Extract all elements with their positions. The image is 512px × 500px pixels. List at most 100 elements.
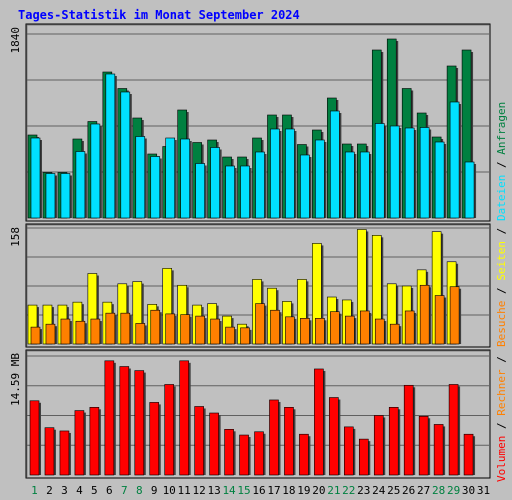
bar-volumen-day-26 [403, 384, 414, 476]
day-label-17: 17 [267, 484, 280, 497]
bar-besuche-day-7 [120, 312, 131, 345]
bar-volumen-day-24 [373, 415, 384, 476]
y-max-label: 14.59 MB [9, 353, 22, 406]
bar-volumen-day-20 [314, 368, 324, 476]
day-label-13: 13 [207, 484, 220, 497]
day-label-18: 18 [282, 484, 295, 497]
bar-besuche-day-8 [135, 323, 146, 345]
legend-item: Volumen [495, 436, 508, 482]
day-label-27: 27 [417, 484, 430, 497]
bar-dateien-day-10 [165, 137, 176, 219]
legend-item: / [495, 161, 508, 174]
bar-volumen-day-19 [299, 433, 309, 476]
bar-besuche-day-16 [255, 303, 265, 345]
bar-dateien-day-30 [464, 161, 475, 219]
bar-volumen-day-17 [269, 399, 279, 476]
bar-volumen-day-1 [29, 400, 40, 476]
bar-dateien-day-22 [345, 151, 355, 219]
bar-volumen-day-14 [224, 429, 234, 476]
bar-besuche-day-22 [345, 315, 355, 345]
legend-item: Dateien [495, 175, 508, 221]
bar-besuche-day-27 [419, 284, 430, 345]
bar-dateien-day-17 [270, 128, 280, 219]
bar-besuche-day-24 [374, 318, 385, 345]
bar-volumen-day-22 [344, 426, 354, 476]
day-label-28: 28 [432, 484, 445, 497]
legend-pages-visits: Besuche / Seiten / [495, 228, 508, 347]
y-max-label: 158 [9, 227, 22, 247]
day-label-24: 24 [372, 484, 386, 497]
bar-dateien-day-13 [210, 147, 220, 219]
y-max-label: 1840 [9, 27, 22, 54]
bar-dateien-day-26 [404, 127, 415, 219]
legend-item: / [495, 356, 508, 369]
bar-volumen-day-11 [179, 360, 189, 476]
day-label-5: 5 [91, 484, 98, 497]
bar-volumen-day-29 [448, 384, 459, 476]
bar-besuche-day-9 [150, 309, 161, 345]
legend-item: / [495, 287, 508, 300]
bar-dateien-day-1 [30, 137, 41, 219]
bar-besuche-day-25 [389, 323, 400, 345]
bar-besuche-day-20 [315, 318, 325, 345]
bar-besuche-day-6 [105, 312, 116, 345]
bar-besuche-day-17 [270, 309, 280, 345]
legend-item: Besuche [495, 301, 508, 347]
bar-dateien-day-24 [374, 123, 385, 219]
bar-dateien-day-20 [315, 139, 325, 219]
bar-besuche-day-26 [404, 310, 415, 345]
bar-besuche-day-13 [210, 318, 220, 345]
bar-volumen-day-28 [433, 424, 444, 476]
day-label-1: 1 [31, 484, 38, 497]
bar-besuche-day-14 [225, 326, 235, 345]
day-label-30: 30 [462, 484, 475, 497]
bar-besuche-day-29 [449, 286, 460, 345]
day-label-8: 8 [136, 484, 143, 497]
bar-volumen-day-10 [164, 384, 175, 476]
bar-volumen-day-23 [358, 438, 369, 476]
bar-dateien-day-16 [255, 151, 265, 219]
bar-volumen-day-16 [254, 431, 264, 476]
bar-volumen-day-30 [463, 433, 474, 476]
bar-dateien-day-21 [330, 110, 340, 219]
bar-volumen-day-7 [119, 366, 130, 476]
bar-dateien-day-27 [419, 127, 430, 219]
bar-dateien-day-6 [105, 73, 116, 219]
bar-dateien-day-19 [300, 154, 310, 219]
bar-dateien-day-3 [60, 173, 71, 219]
bar-besuche-day-3 [60, 318, 71, 345]
series-dateien [30, 73, 477, 219]
bar-volumen-day-21 [329, 397, 339, 476]
legend-item: / [495, 422, 508, 435]
bar-dateien-day-15 [240, 165, 250, 219]
bar-besuche-day-23 [359, 310, 370, 345]
bar-dateien-day-12 [195, 163, 205, 219]
day-label-2: 2 [46, 484, 53, 497]
panel-volume: 14.59 MB [9, 349, 491, 479]
bar-dateien-day-9 [150, 156, 161, 219]
chart-title: Tages-Statistik im Monat September 2024 [18, 8, 300, 22]
right-legend: Dateien / Anfragen Besuche / Seiten / Volu… [495, 102, 508, 482]
bar-dateien-day-14 [225, 165, 235, 219]
bar-besuche-day-28 [434, 295, 445, 345]
day-label-3: 3 [61, 484, 68, 497]
bar-volumen-day-6 [104, 360, 115, 476]
bar-besuche-day-19 [300, 318, 310, 345]
bar-besuche-day-2 [45, 323, 56, 345]
day-label-6: 6 [106, 484, 113, 497]
bar-besuche-day-18 [285, 316, 295, 345]
day-label-10: 10 [163, 484, 176, 497]
day-label-12: 12 [193, 484, 206, 497]
bar-volumen-day-3 [59, 430, 70, 476]
bar-volumen-day-8 [134, 370, 145, 476]
panel-pages-visits: 158 [9, 223, 491, 348]
bar-dateien-day-18 [285, 128, 295, 219]
bar-dateien-day-4 [75, 151, 86, 219]
bar-volumen-day-2 [44, 427, 55, 476]
bar-volumen-day-5 [89, 407, 100, 476]
legend-hits-files: Dateien / Anfragen [495, 102, 508, 221]
bar-volumen-day-4 [74, 410, 85, 476]
series-volumen [29, 360, 476, 476]
